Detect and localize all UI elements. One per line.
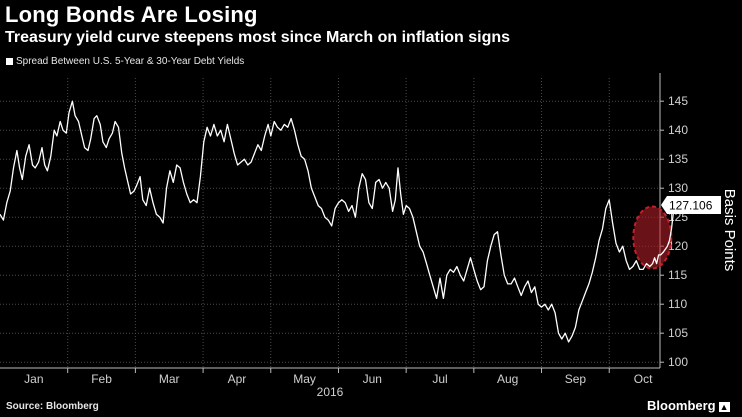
legend-swatch bbox=[6, 57, 13, 65]
x-tick-label: Mar bbox=[159, 372, 180, 386]
last-value-callout: 127.106 bbox=[661, 196, 721, 215]
x-axis: Jan Feb Mar Apr May Jun Jul Aug Sep Oct bbox=[0, 367, 660, 386]
x-tick-label: Oct bbox=[634, 372, 653, 386]
bloomberg-logo: Bloomberg ▲ bbox=[647, 398, 730, 413]
last-value-label: 127.106 bbox=[669, 199, 713, 213]
y-tick-label: 115 bbox=[668, 268, 687, 282]
y-tick-label: 110 bbox=[668, 297, 687, 311]
y-tick-label: 120 bbox=[668, 239, 688, 253]
y-tick-label: 135 bbox=[668, 152, 688, 166]
x-tick-label: Aug bbox=[497, 372, 518, 386]
x-tick-label: Jan bbox=[24, 372, 43, 386]
y-tick-label: 140 bbox=[668, 123, 688, 137]
x-tick-label: May bbox=[293, 372, 316, 386]
legend-label: Spread Between U.S. 5-Year & 30-Year Deb… bbox=[16, 56, 245, 67]
series-group bbox=[0, 100, 677, 343]
x-tick-label: Jun bbox=[363, 372, 382, 386]
x-tick-label: Sep bbox=[565, 372, 587, 386]
highlight-ellipse bbox=[632, 205, 673, 270]
grid-lines bbox=[0, 78, 660, 368]
brand-label: Bloomberg bbox=[647, 398, 716, 413]
series-line bbox=[0, 100, 677, 343]
chart-title: Long Bonds Are Losing bbox=[5, 2, 258, 27]
y-tick-label: 130 bbox=[668, 181, 688, 195]
x-axis-year-label: 2016 bbox=[317, 385, 344, 399]
y-tick-label: 100 bbox=[668, 355, 688, 369]
y-tick-label: 105 bbox=[668, 326, 688, 340]
x-tick-label: Jul bbox=[432, 372, 447, 386]
y-axis-label: Basis Points bbox=[721, 189, 738, 272]
terminal-icon: ▲ bbox=[718, 401, 730, 412]
x-tick-label: Feb bbox=[91, 372, 112, 386]
chart-subtitle: Treasury yield curve steepens most since… bbox=[5, 29, 511, 46]
x-tick-label: Apr bbox=[228, 372, 247, 386]
highlight-ellipse-shape bbox=[632, 205, 673, 270]
last-value-box bbox=[661, 196, 721, 215]
source-note: Source: Bloomberg bbox=[6, 401, 99, 412]
chart-legend: Spread Between U.S. 5-Year & 30-Year Deb… bbox=[6, 56, 244, 67]
y-tick-label: 145 bbox=[668, 94, 688, 108]
